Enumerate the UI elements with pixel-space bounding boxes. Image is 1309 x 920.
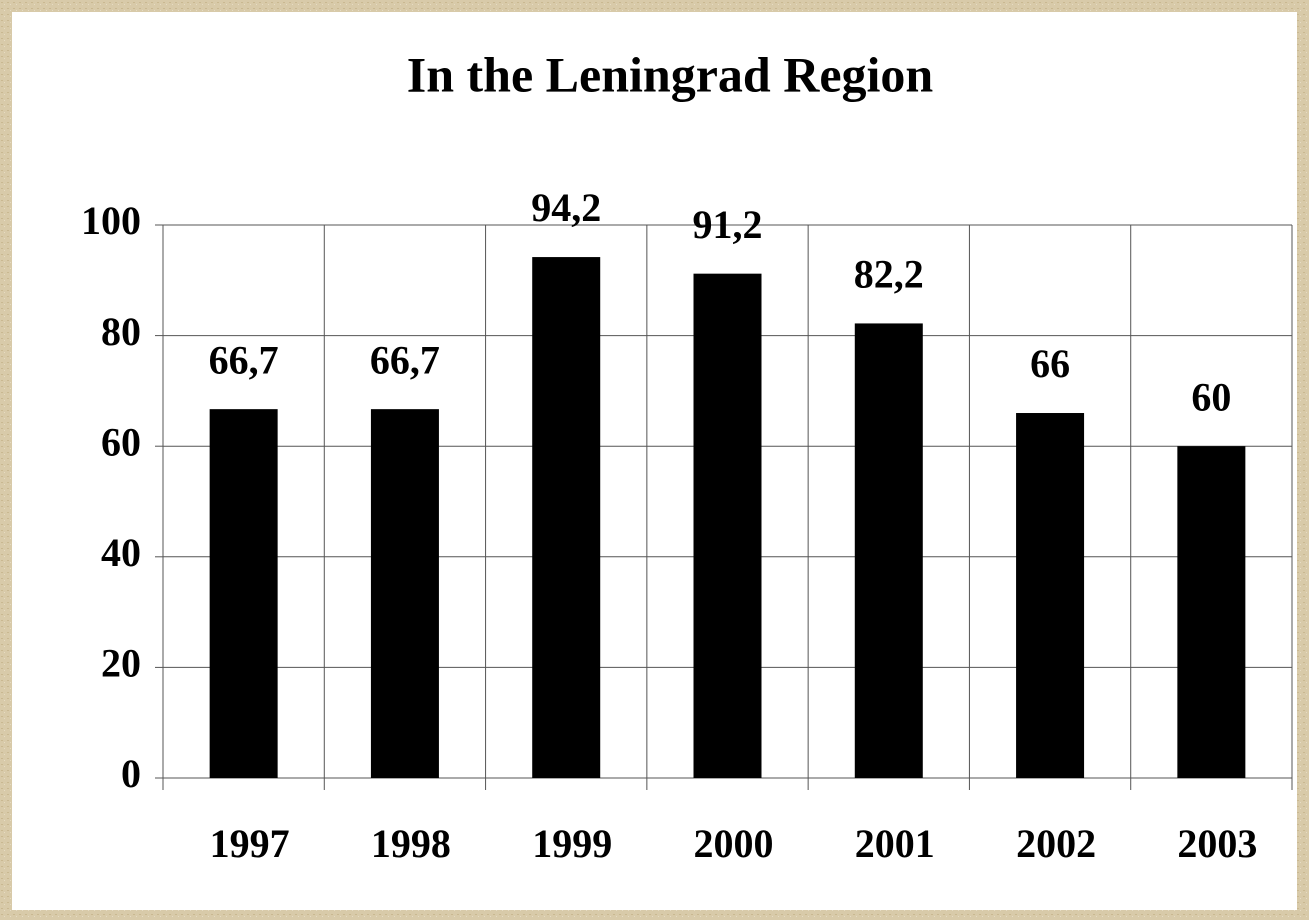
- bar: [693, 273, 762, 778]
- x-tick-label: 2000: [694, 821, 774, 866]
- data-label: 66: [1030, 341, 1070, 386]
- bar: [1016, 413, 1085, 778]
- bar: [1177, 446, 1246, 778]
- x-tick-label: 2003: [1177, 821, 1257, 866]
- x-tick-label: 2002: [1016, 821, 1096, 866]
- data-label: 91,2: [693, 202, 763, 247]
- data-label: 66,7: [370, 337, 440, 382]
- y-tick-label: 60: [101, 419, 141, 464]
- data-label: 82,2: [854, 252, 924, 297]
- y-tick-label: 40: [101, 530, 141, 575]
- y-tick-label: 20: [101, 641, 141, 686]
- data-label: 66,7: [209, 337, 279, 382]
- x-tick-label: 2001: [855, 821, 935, 866]
- y-tick-label: 0: [121, 751, 141, 796]
- data-label: 94,2: [531, 185, 601, 230]
- bar: [370, 409, 439, 778]
- x-tick-label: 1999: [532, 821, 612, 866]
- y-tick-label: 80: [101, 309, 141, 354]
- x-tick-label: 1997: [210, 821, 290, 866]
- panel: [12, 12, 1297, 910]
- chart-title: In the Leningrad Region: [407, 46, 934, 102]
- y-tick-label: 100: [81, 198, 141, 243]
- bar: [209, 409, 278, 778]
- bar: [854, 323, 923, 778]
- data-label: 60: [1191, 374, 1231, 419]
- bar: [532, 257, 601, 779]
- x-tick-label: 1998: [371, 821, 451, 866]
